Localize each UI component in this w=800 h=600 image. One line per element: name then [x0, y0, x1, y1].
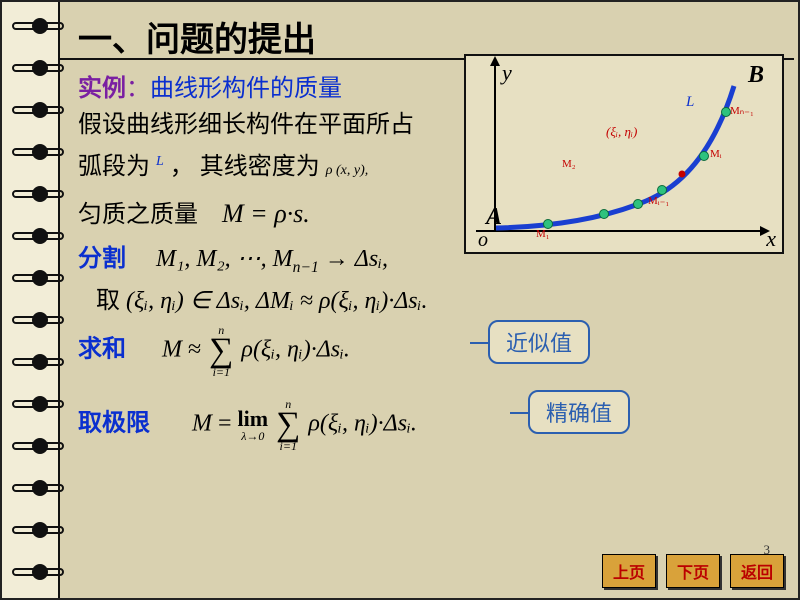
arc-L: L: [156, 154, 164, 169]
example-text: 曲线形构件的质量: [150, 76, 342, 102]
example-line: 实例：曲线形构件的质量: [78, 68, 782, 103]
assumption-line: 假设曲线形细长构件在平面所占: [78, 104, 782, 139]
limit-under: λ→0: [238, 430, 269, 442]
sum-approx: ≈: [188, 337, 207, 363]
spiral-ring: [20, 178, 46, 210]
limit-lim-block: lim λ→0: [238, 408, 269, 442]
spiral-ring: [20, 430, 46, 462]
spiral-ring: [20, 388, 46, 420]
partition-line: 分割 M₁, M₂, ⋯, Mn−1 → Δsᵢ,: [78, 238, 782, 277]
spiral-ring: [20, 94, 46, 126]
take-line: 取 (ξᵢ, ηᵢ) ∈ Δsᵢ, ΔMᵢ ≈ ρ(ξᵢ, ηᵢ)·Δsᵢ.: [78, 280, 782, 315]
spiral-ring: [20, 220, 46, 252]
limit-sigma: n ∑ i=1: [276, 398, 300, 452]
sum-M: M: [162, 337, 182, 363]
limit-lim: lim: [238, 408, 269, 430]
limit-sum-lower: i=1: [276, 440, 300, 452]
limit-label: 取极限: [78, 411, 150, 437]
uniform-expr: M = ρ·s.: [222, 199, 310, 228]
partition-expr: M₁, M₂, ⋯, Mn−1 → Δsᵢ,: [156, 246, 388, 272]
limit-line: 取极限 M = lim λ→0 n ∑ i=1 ρ(ξᵢ, ηᵢ)·Δsᵢ.: [78, 398, 782, 452]
spiral-ring: [20, 52, 46, 84]
spiral-binding: [2, 2, 60, 598]
back-button[interactable]: 返回: [730, 554, 784, 588]
take-expr1: (ξᵢ, ηᵢ) ∈ Δsᵢ,: [126, 288, 250, 314]
limit-eq: =: [218, 411, 238, 437]
take-expr2: ΔMᵢ ≈ ρ(ξᵢ, ηᵢ)·Δsᵢ.: [256, 288, 428, 314]
spiral-ring: [20, 514, 46, 546]
nav-bar: 上页 下页 返回: [602, 554, 784, 588]
spiral-ring: [20, 304, 46, 336]
spiral-ring: [20, 472, 46, 504]
arc-mid: ， 其线密度为: [170, 154, 320, 180]
density-expr: ρ (x, y),: [326, 163, 368, 178]
sum-lower: i=1: [209, 366, 233, 378]
sum-sigma: n ∑ i=1: [209, 324, 233, 378]
spiral-ring: [20, 262, 46, 294]
arc-line: 弧段为 L ， 其线密度为 ρ (x, y),: [78, 146, 782, 181]
sum-rho: ρ(ξᵢ, ηᵢ)·Δsᵢ.: [241, 337, 350, 363]
assumption-text: 假设曲线形细长构件在平面所占: [78, 112, 414, 138]
callout-exact: 精确值: [528, 390, 630, 434]
partition-label: 分割: [78, 246, 126, 272]
example-colon: ：: [126, 76, 150, 102]
partition-nm1: n−1: [293, 259, 319, 276]
partition-plain: M₁, M₂, ⋯, M: [156, 246, 293, 272]
partition-tail: → Δsᵢ,: [319, 246, 388, 272]
uniform-label: 匀质之质量: [78, 202, 198, 228]
spiral-ring: [20, 10, 46, 42]
limit-M: M: [192, 411, 212, 437]
slide: // rings and lines drawn after data load…: [0, 0, 800, 600]
limit-rho: ρ(ξᵢ, ηᵢ)·Δsᵢ.: [308, 411, 417, 437]
prev-button[interactable]: 上页: [602, 554, 656, 588]
spiral-ring: [20, 346, 46, 378]
spiral-ring: [20, 136, 46, 168]
arc-prefix: 弧段为: [78, 154, 150, 180]
uniform-mass-line: 匀质之质量 M = ρ·s.: [78, 194, 782, 229]
callout-approx: 近似值: [488, 320, 590, 364]
next-button[interactable]: 下页: [666, 554, 720, 588]
content-area: 一、问题的提出 y x o A B L (ξᵢ, ηᵢ) M₁ M₂ Mᵢ₋₁ …: [68, 2, 792, 592]
example-prefix: 实例: [78, 76, 126, 102]
sum-line: 求和 M ≈ n ∑ i=1 ρ(ξᵢ, ηᵢ)·Δsᵢ.: [78, 324, 782, 378]
sum-label: 求和: [78, 337, 126, 363]
spiral-ring: [20, 556, 46, 588]
take-label: 取: [96, 288, 120, 314]
